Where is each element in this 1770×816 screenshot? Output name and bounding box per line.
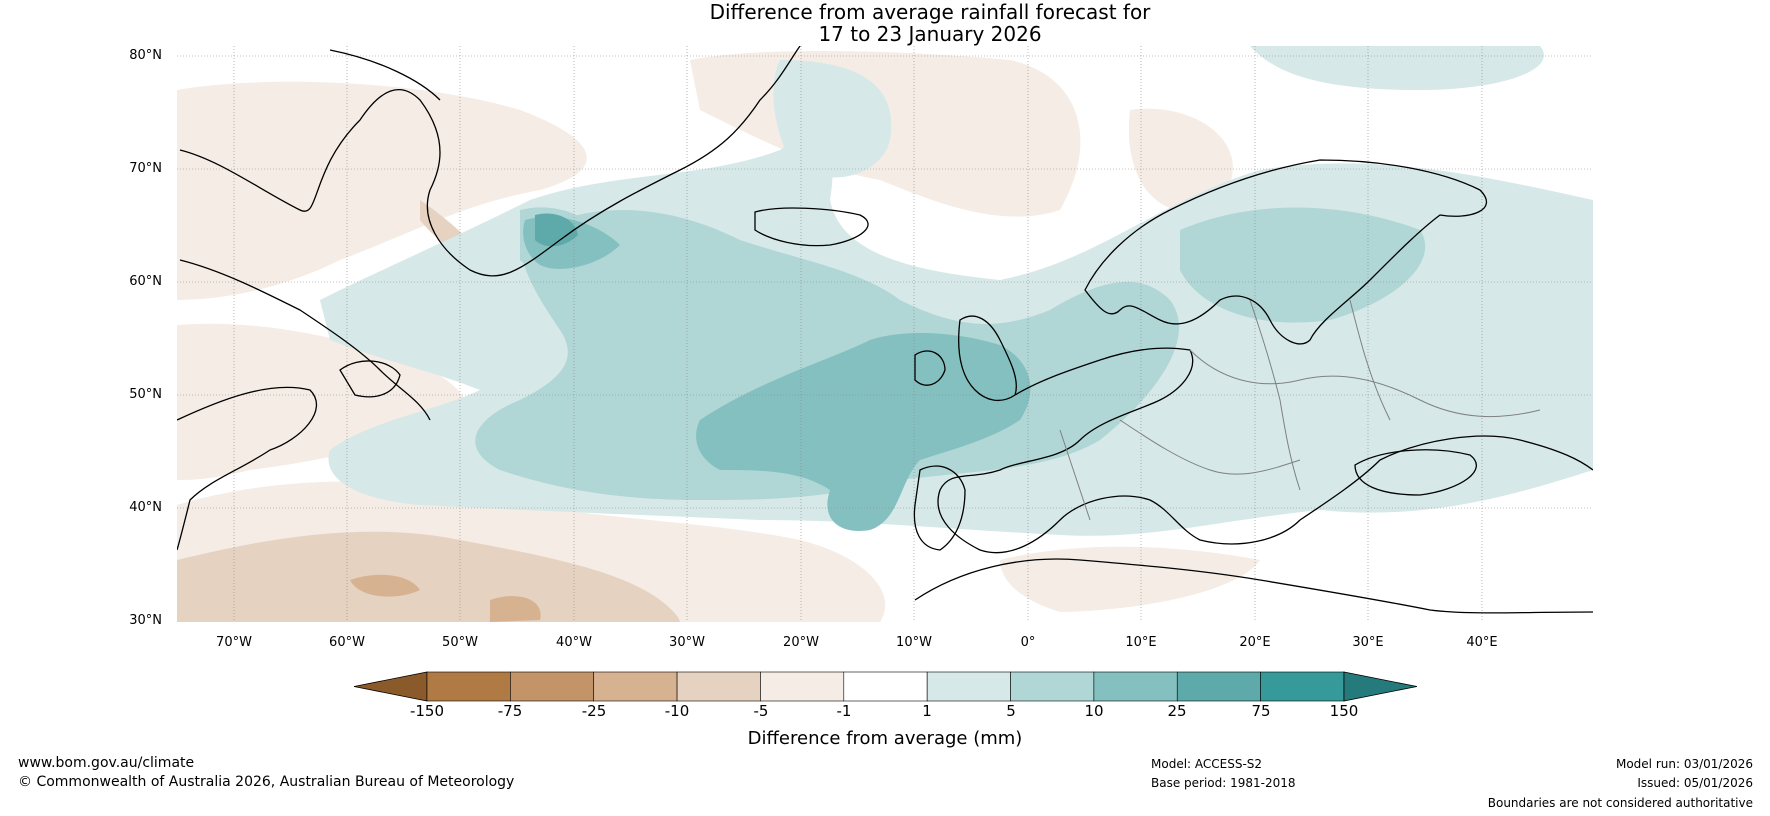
colorbar-tick: 25 (1167, 702, 1187, 720)
lat-label-40n: 40°N (129, 500, 162, 515)
colorbar-tick: 10 (1084, 702, 1104, 720)
copyright-text: © Commonwealth of Australia 2026, Austra… (18, 774, 515, 790)
website-link[interactable]: www.bom.gov.au/climate (18, 755, 195, 771)
lon-label-10e: 10°E (1125, 635, 1157, 650)
colorbar (353, 671, 1418, 702)
colorbar-tick: -1 (836, 702, 852, 720)
wet-region-outer-north (773, 60, 892, 178)
lon-label-20w: 20°W (783, 635, 819, 650)
lat-label-70n: 70°N (129, 161, 162, 176)
colorbar-tick: 150 (1329, 702, 1359, 720)
iceland-coast (754, 207, 869, 247)
black-sea-coast (1354, 449, 1477, 496)
lon-label-10w: 10°W (896, 635, 932, 650)
map-title-line-1: Difference from average rainfall forecas… (709, 0, 1151, 24)
lon-label-40e: 40°E (1466, 635, 1498, 650)
wet-region-strong (696, 333, 1031, 531)
dry-region-subtropical-core (350, 574, 420, 597)
boundaries-disclaimer: Boundaries are not considered authoritat… (1487, 796, 1753, 810)
colorbar-swatch (593, 671, 678, 702)
wet-region-outer-svalbard (1250, 46, 1544, 90)
british-isles-coast (958, 315, 1017, 402)
anomaly-fill-layer (177, 46, 1593, 622)
colorbar-tick: -150 (409, 702, 445, 720)
colorbar-tick: 75 (1251, 702, 1271, 720)
lon-label-50w: 50°W (442, 635, 478, 650)
lat-label-60n: 60°N (129, 274, 162, 289)
lon-label-60w: 60°W (329, 635, 365, 650)
issued-date: Issued: 05/01/2026 (1637, 776, 1753, 790)
colorbar-tick: -10 (664, 702, 690, 720)
colorbar-extend-min (353, 671, 428, 702)
north-america-coast (177, 386, 317, 551)
lon-label-0: 0° (1020, 635, 1036, 650)
lat-label-50n: 50°N (129, 387, 162, 402)
lon-label-30w: 30°W (669, 635, 705, 650)
base-period: Base period: 1981-2018 (1151, 776, 1296, 790)
country-borders-layer (1059, 299, 1541, 521)
colorbar-tick: -25 (581, 702, 607, 720)
lat-label-30n: 30°N (129, 613, 162, 628)
model-name: Model: ACCESS-S2 (1151, 757, 1263, 771)
graticule (177, 46, 1593, 622)
colorbar-extend-max (1343, 671, 1418, 702)
lon-label-20e: 20°E (1239, 635, 1271, 650)
dry-region-labrador (177, 323, 470, 480)
colorbar-tick: 5 (1006, 702, 1016, 720)
colorbar-swatch (1093, 671, 1178, 702)
coastline-layer (177, 46, 1593, 614)
dry-region-subtropical-core-2 (490, 596, 541, 622)
labrador-coast (179, 259, 431, 421)
dry-region-subtropical-mid (177, 531, 680, 622)
europe-coast (937, 347, 1593, 554)
wet-region-mid-east (1180, 207, 1426, 323)
colorbar-tick: -75 (497, 702, 523, 720)
colorbar-swatch (926, 671, 1011, 702)
lon-label-40w: 40°W (556, 635, 592, 650)
colorbar-label: Difference from average (mm) (747, 728, 1023, 749)
dry-region-north-canada (177, 81, 587, 300)
colorbar-swatch (510, 671, 595, 702)
north-africa-coast (914, 558, 1593, 614)
colorbar-swatch (760, 671, 845, 702)
greenland-coast-north (329, 49, 441, 101)
colorbar-swatch (676, 671, 761, 702)
colorbar-swatch (1176, 671, 1261, 702)
lat-label-80n: 80°N (129, 48, 162, 63)
greenland-coast (179, 46, 801, 277)
colorbar-tick: 1 (922, 702, 932, 720)
scandinavia-coast (1084, 159, 1488, 345)
colorbar-swatch (1010, 671, 1095, 702)
iberia-coast (913, 465, 966, 551)
colorbar-swatch (426, 671, 511, 702)
model-run-date: Model run: 03/01/2026 (1615, 757, 1753, 771)
colorbar-tick: -5 (753, 702, 769, 720)
ireland-coast (914, 350, 946, 386)
lon-label-30e: 30°E (1352, 635, 1384, 650)
newfoundland-coast (339, 360, 401, 398)
wet-region-core-greenland (535, 213, 578, 247)
dry-region-arctic-east (1128, 108, 1233, 212)
colorbar-swatch (1260, 671, 1345, 702)
dry-region-med (1000, 546, 1260, 612)
colorbar-swatch (843, 671, 928, 702)
map-title-line-2: 17 to 23 January 2026 (818, 22, 1042, 46)
lon-label-70w: 70°W (216, 635, 252, 650)
